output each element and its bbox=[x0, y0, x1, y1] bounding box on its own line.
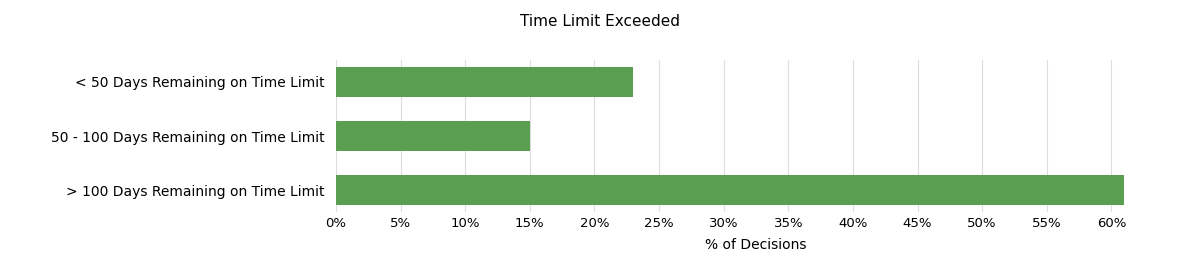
Bar bbox=[336, 121, 530, 151]
Bar bbox=[336, 67, 634, 97]
Bar bbox=[336, 175, 1124, 205]
Text: Time Limit Exceeded: Time Limit Exceeded bbox=[520, 14, 680, 29]
X-axis label: % of Decisions: % of Decisions bbox=[706, 238, 806, 252]
